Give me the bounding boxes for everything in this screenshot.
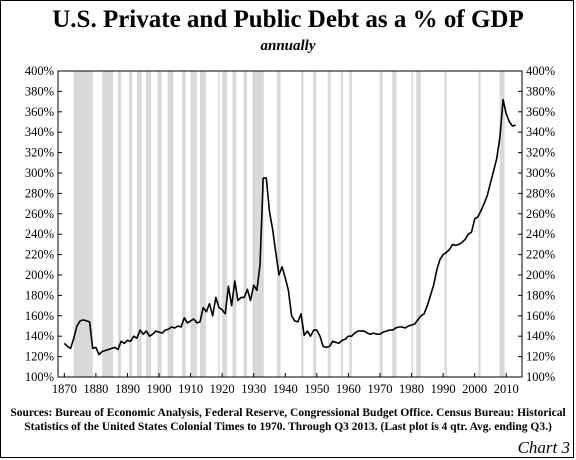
y-tick-label-right: 340%	[526, 125, 555, 139]
y-tick-label-right: 300%	[526, 166, 555, 180]
recession-band-24	[411, 71, 414, 377]
recession-band-10	[200, 71, 207, 377]
y-tick-label-left: 100%	[25, 370, 54, 384]
y-tick-label-left: 240%	[25, 227, 54, 241]
recession-band-16	[277, 71, 281, 377]
x-tick-label: 1930	[241, 382, 266, 396]
x-axis: 1870 1880 1890 1900 1910 1920 1930 1940 1950 1960…	[52, 373, 519, 396]
y-tick-label-left: 260%	[25, 207, 54, 221]
x-tick-label: 1960	[336, 382, 361, 396]
y-tick-label-right: 400%	[526, 64, 555, 78]
y-tick-label-left: 200%	[25, 268, 54, 282]
series-layer	[63, 98, 516, 356]
recession-band-18	[313, 71, 317, 377]
x-tick-label: 2010	[494, 382, 519, 396]
y-tick-label-right: 260%	[526, 207, 555, 221]
recession-band-7	[167, 71, 174, 377]
y-tick-label-right: 320%	[526, 146, 555, 160]
recession-band-11	[218, 71, 220, 377]
chart-title: U.S. Private and Public Debt as a % of G…	[52, 6, 524, 33]
x-tick-label: 1890	[115, 382, 140, 396]
x-tick-label: 1990	[431, 382, 456, 396]
y-axis-left: 100% 120% 140% 160% 180% 200% 220% 240% 260% 280%…	[25, 64, 62, 384]
y-tick-label-left: 340%	[25, 125, 54, 139]
recession-band-14	[243, 71, 248, 377]
x-tick-label: 1870	[52, 382, 77, 396]
recession-band-2	[117, 71, 122, 377]
recession-band-12	[222, 71, 227, 377]
y-tick-label-left: 280%	[25, 186, 54, 200]
debt-to-gdp-line	[63, 98, 516, 356]
recession-band-26	[444, 71, 447, 377]
y-tick-label-right: 280%	[526, 186, 555, 200]
debt-chart: 100% 120% 140% 160% 180% 200% 220% 240% 260% 280%…	[25, 64, 555, 396]
x-tick-label: 2000	[462, 382, 487, 396]
recession-band-27	[478, 71, 481, 377]
y-tick-label-left: 160%	[25, 309, 54, 323]
recession-bands	[73, 71, 505, 377]
recession-band-8	[182, 71, 186, 377]
recession-band-6	[157, 71, 162, 377]
recession-band-17	[301, 71, 304, 377]
y-tick-label-left: 380%	[25, 84, 54, 98]
y-tick-label-right: 160%	[526, 309, 555, 323]
recession-band-1	[102, 71, 114, 377]
y-tick-label-right: 100%	[526, 370, 555, 384]
recession-band-28	[499, 71, 505, 377]
y-tick-label-left: 180%	[25, 288, 54, 302]
x-tick-label: 1970	[367, 382, 392, 396]
y-tick-label-right: 180%	[526, 288, 555, 302]
recession-band-0	[73, 71, 93, 377]
y-tick-label-left: 120%	[25, 350, 54, 364]
recession-band-19	[327, 71, 331, 377]
y-tick-label-right: 380%	[526, 84, 555, 98]
x-tick-label: 1950	[304, 382, 329, 396]
recession-band-21	[349, 71, 352, 377]
y-tick-label-left: 300%	[25, 166, 54, 180]
recession-band-5	[145, 71, 152, 377]
x-tick-label: 1900	[147, 382, 172, 396]
plot-border	[57, 70, 523, 378]
x-tick-label: 1910	[178, 382, 203, 396]
y-tick-label-left: 220%	[25, 248, 54, 262]
y-tick-label-right: 200%	[526, 268, 555, 282]
x-tick-label: 1980	[399, 382, 424, 396]
y-tick-label-right: 120%	[526, 350, 555, 364]
y-tick-label-left: 360%	[25, 105, 54, 119]
recession-band-15	[252, 71, 264, 377]
y-tick-label-right: 220%	[526, 248, 555, 262]
recession-band-20	[340, 71, 344, 377]
y-tick-label-left: 400%	[25, 64, 54, 78]
recession-band-25	[416, 71, 421, 377]
chart-number-label: Chart 3	[517, 438, 570, 457]
x-tick-label: 1920	[210, 382, 235, 396]
y-tick-label-right: 360%	[526, 105, 555, 119]
x-tick-label: 1940	[273, 382, 298, 396]
recession-band-13	[232, 71, 237, 377]
y-tick-label-right: 240%	[526, 227, 555, 241]
y-tick-label-left: 140%	[25, 329, 54, 343]
x-tick-label: 1880	[83, 382, 108, 396]
recession-band-9	[190, 71, 197, 377]
sources-note: Sources: Bureau of Economic Analysis, Fe…	[10, 407, 566, 433]
y-tick-label-left: 320%	[25, 146, 54, 160]
y-tick-label-right: 140%	[526, 329, 555, 343]
recession-band-23	[392, 71, 397, 377]
chart-subtitle: annually	[260, 38, 316, 54]
recession-band-3	[129, 71, 133, 377]
recession-band-4	[136, 71, 142, 377]
recession-band-22	[379, 71, 383, 377]
y-axis-right: 100% 120% 140% 160% 180% 200% 220% 240% 260% 280%…	[518, 64, 555, 384]
